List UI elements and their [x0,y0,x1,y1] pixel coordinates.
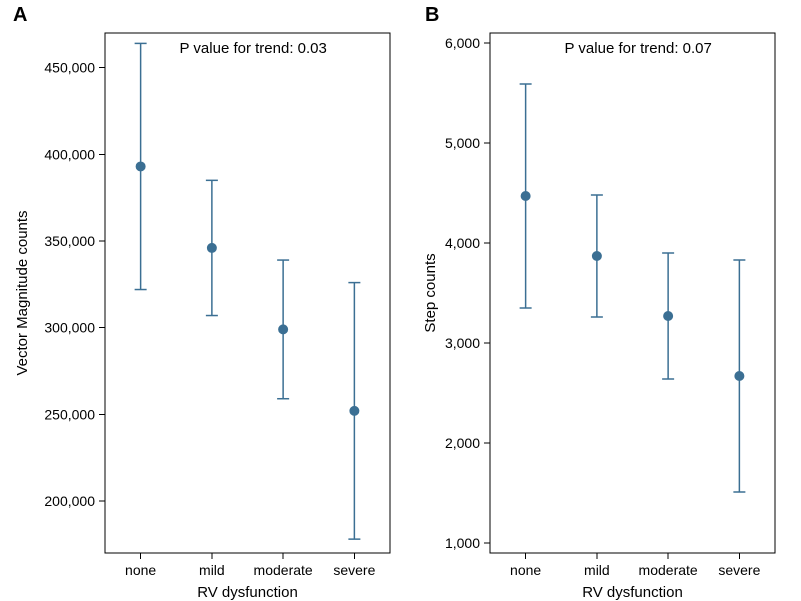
x-tick-label: moderate [639,562,698,578]
y-axis-title: Step counts [422,253,439,332]
y-tick-label: 4,000 [445,235,480,251]
figure-container: { "figure": { "width": 801, "height": 60… [0,0,801,601]
panel-label-a: A [13,4,27,26]
data-point [663,311,673,321]
data-point [207,243,217,253]
y-axis-title: Vector Magnitude counts [14,210,31,375]
y-tick-label: 6,000 [445,35,480,51]
p-value-annotation: P value for trend: 0.03 [180,40,327,57]
data-point [136,161,146,171]
y-tick-label: 200,000 [44,493,95,509]
y-tick-label: 450,000 [44,60,95,76]
y-tick-label: 350,000 [44,233,95,249]
data-point [278,324,288,334]
x-tick-label: mild [584,562,610,578]
x-tick-label: severe [333,562,375,578]
plot-frame [490,33,775,553]
x-tick-label: severe [718,562,760,578]
y-tick-label: 300,000 [44,320,95,336]
x-axis-title: RV dysfunction [197,584,298,601]
data-point [592,251,602,261]
y-tick-label: 2,000 [445,435,480,451]
x-axis-title: RV dysfunction [582,584,683,601]
chart-svg: A 200,000 250,000 300,000 350,000 400,000 450,… [0,0,801,601]
x-tick-label: none [125,562,156,578]
data-point [734,371,744,381]
y-tick-label: 250,000 [44,406,95,422]
x-tick-label: none [510,562,541,578]
p-value-annotation: P value for trend: 0.07 [565,40,712,57]
y-tick-label: 5,000 [445,135,480,151]
y-tick-label: 3,000 [445,335,480,351]
x-tick-label: moderate [254,562,313,578]
panel-label-b: B [425,4,439,26]
data-point [349,406,359,416]
y-tick-label: 1,000 [445,535,480,551]
plot-frame [105,33,390,553]
y-tick-label: 400,000 [44,146,95,162]
x-tick-label: mild [199,562,225,578]
data-point [521,191,531,201]
